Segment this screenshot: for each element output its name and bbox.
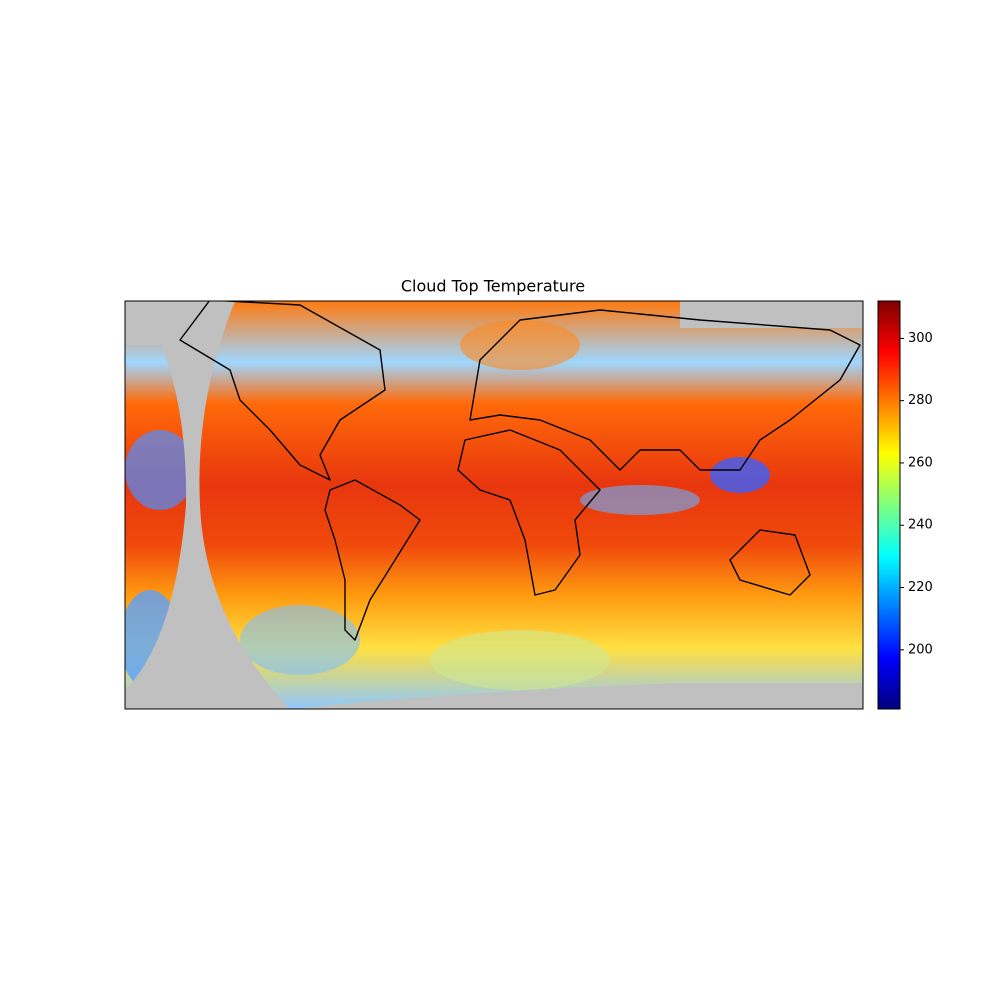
continent — [324, 479, 421, 641]
cloud-patch — [430, 630, 610, 690]
colorbar-tick-label: 240 — [908, 518, 933, 533]
colorbar — [877, 300, 901, 710]
continent — [179, 301, 386, 481]
no-data — [125, 301, 170, 345]
cloud-patch — [710, 457, 770, 493]
cloud-patch — [460, 320, 580, 370]
continent — [457, 429, 601, 596]
no-data — [125, 301, 290, 709]
continent — [469, 309, 861, 471]
continent — [729, 529, 811, 596]
colorbar-tick-label: 220 — [908, 580, 933, 595]
no-data — [680, 683, 863, 709]
chart-title: Cloud Top Temperature — [401, 277, 585, 296]
no-data — [680, 301, 863, 328]
colorbar-tick-label: 280 — [908, 393, 933, 408]
map — [125, 301, 863, 709]
map-frame — [124, 300, 864, 710]
colorbar-tick-label: 300 — [908, 331, 933, 346]
colorbar-tick-label: 260 — [908, 455, 933, 470]
cloud-patch — [125, 430, 195, 510]
no-data — [290, 683, 680, 709]
colorbar-tick-label: 200 — [908, 642, 933, 657]
cloud-patch — [240, 605, 360, 675]
cloud-patch — [580, 485, 700, 515]
